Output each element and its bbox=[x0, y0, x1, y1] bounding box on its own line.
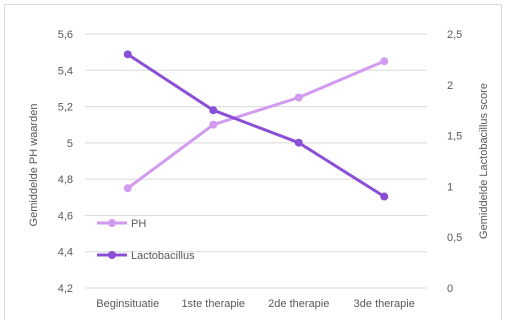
line-chart: 4,2 4,4 4,6 4,8 5 5,2 5,4 5,6 0 0,5 1 1,5 2 2,5 Begi… bbox=[28, 29, 490, 310]
right-tick-label: 0 bbox=[447, 283, 453, 295]
data-point bbox=[380, 57, 389, 66]
x-tick-label: 3de therapie bbox=[354, 298, 415, 310]
left-tick-label: 4,6 bbox=[58, 210, 73, 222]
data-point bbox=[123, 50, 132, 59]
legend-marker bbox=[108, 219, 116, 227]
left-tick-label: 4,2 bbox=[58, 283, 73, 295]
series-line bbox=[126, 53, 386, 198]
legend-item: PH bbox=[97, 218, 146, 230]
left-tick-label: 5,6 bbox=[58, 29, 73, 41]
series-ph bbox=[123, 57, 389, 193]
right-axis-ticks: 0 0,5 1 1,5 2 2,5 bbox=[447, 29, 462, 295]
data-point bbox=[294, 93, 303, 102]
right-tick-label: 1 bbox=[447, 181, 453, 193]
right-tick-label: 1,5 bbox=[447, 131, 462, 143]
legend-label: PH bbox=[131, 218, 146, 230]
series-line bbox=[126, 59, 385, 190]
data-point bbox=[294, 138, 303, 147]
legend-marker bbox=[108, 251, 116, 259]
left-tick-label: 4,4 bbox=[58, 247, 73, 259]
chart-frame: 4,2 4,4 4,6 4,8 5 5,2 5,4 5,6 0 0,5 1 1,5 2 2,5 Begi… bbox=[4, 4, 502, 320]
series-layer bbox=[123, 50, 389, 201]
left-axis-label: Gemiddelde PH waarden bbox=[28, 104, 40, 227]
left-axis-ticks: 4,2 4,4 4,6 4,8 5 5,2 5,4 5,6 bbox=[58, 29, 73, 295]
data-point bbox=[380, 192, 389, 201]
left-tick-label: 5 bbox=[67, 138, 73, 150]
right-tick-label: 0,5 bbox=[447, 232, 462, 244]
series-lactobacillus bbox=[123, 50, 389, 201]
right-axis-label: Gemiddelde Lactobacillus score bbox=[478, 83, 490, 239]
x-axis-ticks: Beginsituatie 1ste therapie 2de therapie 3d… bbox=[96, 298, 415, 310]
legend-label: Lactobacillus bbox=[131, 250, 195, 262]
x-tick-label: 1ste therapie bbox=[181, 298, 245, 310]
data-point bbox=[209, 120, 218, 129]
left-tick-label: 5,4 bbox=[58, 65, 73, 77]
x-tick-label: Beginsituatie bbox=[96, 298, 159, 310]
left-tick-label: 4,8 bbox=[58, 174, 73, 186]
x-tick-label: 2de therapie bbox=[268, 298, 329, 310]
data-point bbox=[123, 184, 132, 193]
legend: PH Lactobacillus bbox=[97, 218, 195, 262]
right-tick-label: 2 bbox=[447, 80, 453, 92]
right-tick-label: 2,5 bbox=[447, 29, 462, 41]
legend-item: Lactobacillus bbox=[97, 250, 195, 262]
data-point bbox=[209, 106, 218, 115]
left-tick-label: 5,2 bbox=[58, 102, 73, 114]
